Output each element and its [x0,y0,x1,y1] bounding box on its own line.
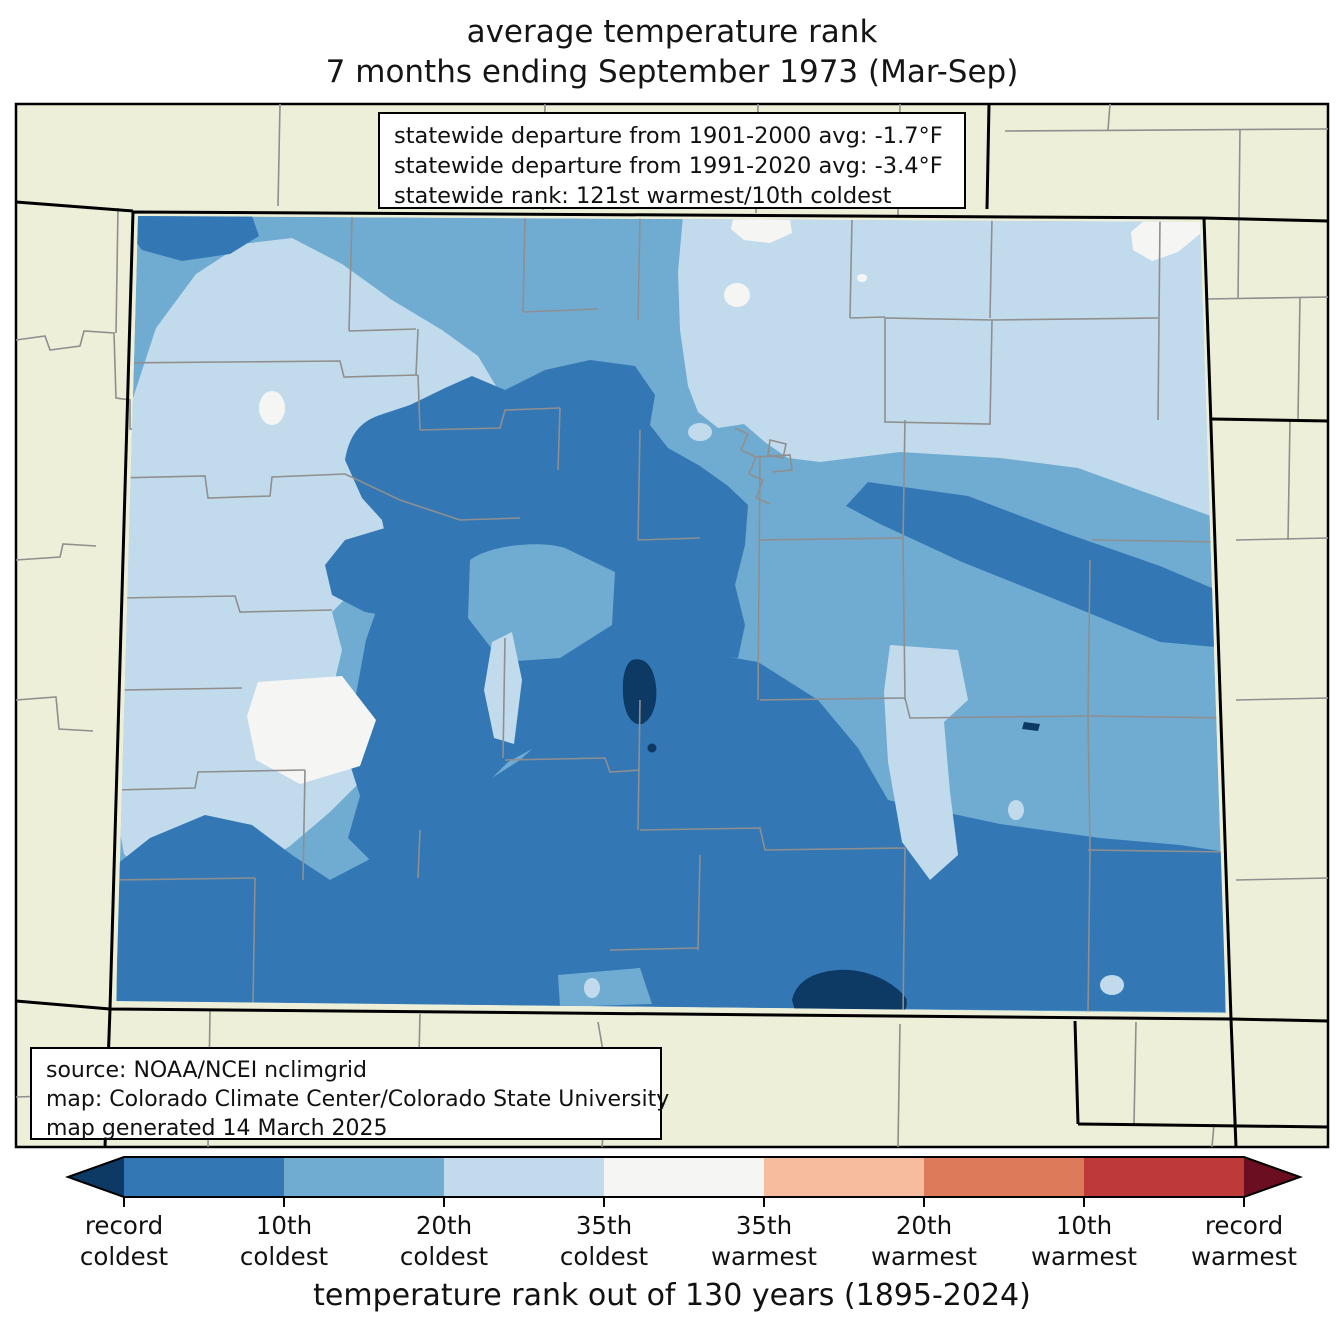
region-record-coldest-dash [1022,722,1040,731]
border-utah-arizona [15,999,111,1011]
border-new-mexico-oklahoma [1073,1020,1080,1125]
region-record-coldest-dot [647,743,657,753]
colorbar-label-10th-coldest: 10th coldest [239,1211,329,1271]
colorbar-seg-10th-warmest [1084,1157,1244,1197]
border-nebraska-kansas [1211,417,1329,423]
colorbar-seg-20th-coldest [284,1157,444,1197]
colorbar-seg-near-median [604,1157,764,1197]
border-oklahoma-texas [1077,1122,1329,1129]
source-box: source: NOAA/NCEI nclimgrid map: Colorad… [30,1047,670,1141]
region-20th-coldest-channel [468,544,615,662]
title-line-1: average temperature rank [466,14,878,50]
colorbar-label-record-coldest: record coldest [79,1211,169,1271]
region-35th-coldest-east-tongue [884,645,968,880]
colorbar-label-10th-warmest: 10th warmest [1030,1211,1137,1271]
stats-line-2: statewide departure from 1991-2020 avg: … [394,153,943,179]
source-line-3: map generated 14 March 2025 [46,1116,388,1141]
colorbar-label-35th-warmest: 35th warmest [710,1211,817,1271]
region-35th-coldest-northeast [678,216,1222,520]
region-10th-coldest-west-lobe [325,525,410,618]
colorbar-seg-35th-warmest [764,1157,924,1197]
colorbar-arrow-record-coldest [68,1157,124,1197]
border-kansas-oklahoma-37n [1230,1017,1329,1023]
region-near-median-nw-dot [259,391,285,425]
region-near-median-north-top [731,219,792,243]
source-line-1: source: NOAA/NCEI nclimgrid [46,1058,367,1083]
region-near-median-west [247,676,376,784]
county-lines-colorado [116,216,1226,1013]
colorado-outline [108,210,1233,1021]
colorbar-label-record-warmest: record warmest [1190,1211,1297,1271]
colorado-fill-regions [116,216,1226,1013]
colorbar-seg-10th-coldest [124,1157,284,1197]
border-wyoming-nebraska [985,103,991,210]
colorbar-label-20th-coldest: 20th coldest [399,1211,489,1271]
stats-line-3: statewide rank: 121st warmest/10th colde… [394,183,892,209]
colorbar-label-35th-coldest: 35th coldest [559,1211,649,1271]
region-20th-coldest-south-notch [558,968,652,1007]
region-10th-coldest-nw-corner [131,216,259,261]
border-wyoming-utah [15,200,134,213]
statewide-stats-box: statewide departure from 1901-2000 avg: … [378,112,966,209]
region-near-median-speck [857,274,867,282]
title-line-2: 7 months ending September 1973 (Mar-Sep) [325,54,1019,90]
region-record-coldest-kidney [622,659,657,725]
border-nebraska-south [1203,216,1329,223]
colorbar-arrow-record-warmest [1244,1157,1300,1197]
colorbar-ticks [123,1197,1245,1207]
region-35th-coldest-dot-central [688,423,712,441]
page-title: average temperature rank 7 months ending… [0,12,1344,92]
colorbar [65,1156,1303,1207]
region-35th-coldest-northwest [116,238,502,886]
stats-line-1: statewide departure from 1901-2000 avg: … [394,123,943,149]
region-near-median-ne-corner [1131,219,1201,261]
colorbar-seg-20th-warmest [924,1157,1084,1197]
colorbar-caption: temperature rank out of 130 years (1895-… [313,1278,1031,1313]
region-10th-coldest-south [116,652,1226,1012]
region-35th-coldest-dot-east [1008,800,1024,820]
region-35th-coldest-dot-south [584,978,600,998]
colorbar-label-20th-warmest: 20th warmest [870,1211,977,1271]
region-35th-coldest-valley-sliver [484,632,522,744]
source-line-2: map: Colorado Climate Center/Colorado St… [46,1087,670,1112]
colorbar-seg-35th-coldest [444,1157,604,1197]
region-near-median-north-dot [724,283,750,307]
region-35th-coldest-dot-southeast [1100,975,1124,995]
region-10th-coldest-east-arm [846,482,1226,648]
